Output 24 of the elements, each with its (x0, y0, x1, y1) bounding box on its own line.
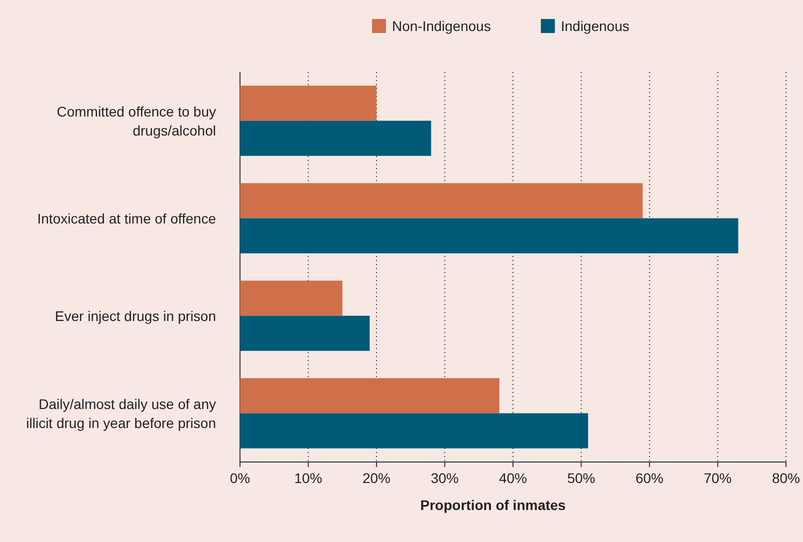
legend-label: Indigenous (560, 18, 630, 34)
x-tick-label: 80% (772, 470, 800, 486)
y-tick-label: Ever inject drugs in prison (54, 308, 216, 324)
bar (240, 378, 500, 414)
x-tick-label: 10% (294, 470, 322, 486)
x-tick-label: 0% (230, 470, 250, 486)
x-tick-label: 60% (635, 470, 664, 486)
bar (240, 120, 432, 156)
x-tick-label: 40% (498, 470, 528, 486)
y-tick-label: Daily/almost daily use of any illicit drug in year before prison (26, 396, 216, 431)
bar (240, 218, 738, 254)
y-tick-label: Committed offence to buy drugs/alcohol (56, 103, 216, 138)
legend-label: Non-Indigenous (392, 18, 491, 34)
bar (240, 413, 588, 448)
bar (240, 316, 370, 351)
x-tick-label: 20% (362, 470, 391, 486)
bar (240, 86, 376, 121)
y-tick-label: Intoxicated at time of offence (37, 210, 216, 226)
x-tick-label: 50% (567, 470, 596, 486)
x-tick-label: 70% (704, 470, 732, 486)
x-axis-title: Proportion of inmates (420, 497, 566, 513)
x-tick-label: 30% (430, 470, 459, 486)
bar (240, 280, 342, 316)
bar (240, 183, 643, 218)
